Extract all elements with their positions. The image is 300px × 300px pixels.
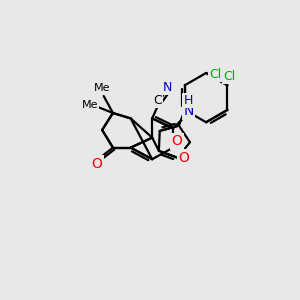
Text: Me: Me: [82, 100, 98, 110]
Text: C: C: [153, 94, 162, 107]
Text: O: O: [171, 134, 182, 148]
Text: Cl: Cl: [209, 68, 221, 81]
Text: N: N: [163, 81, 172, 94]
Text: Me: Me: [94, 83, 110, 93]
Text: O: O: [91, 157, 102, 171]
Text: Cl: Cl: [223, 70, 235, 83]
Text: O: O: [178, 151, 189, 165]
Text: N: N: [183, 104, 194, 118]
Text: H: H: [184, 94, 193, 107]
